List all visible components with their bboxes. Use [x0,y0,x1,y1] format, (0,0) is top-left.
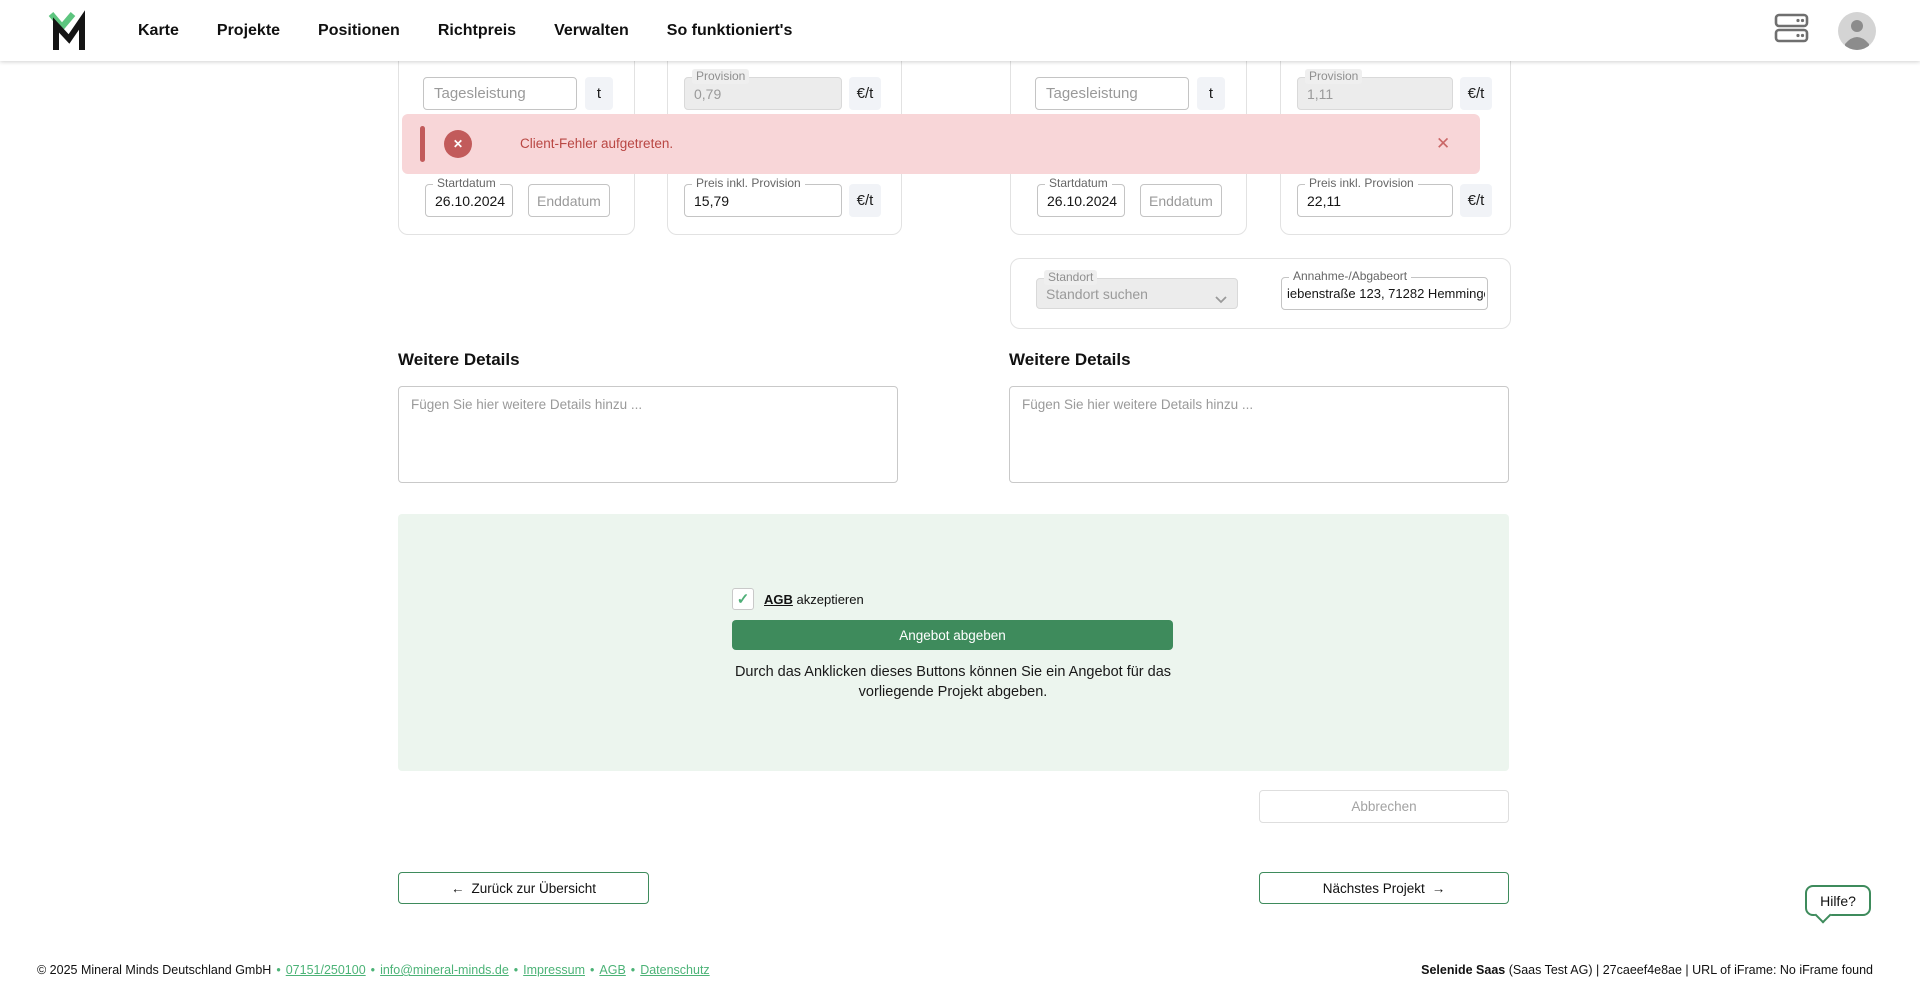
arrow-left-icon: ← [450,880,465,896]
agb-checkbox[interactable]: ✓ [732,588,754,610]
footer-link-agb[interactable]: AGB [599,963,626,977]
agb-label-rest: akzeptieren [792,592,864,607]
left-preis-value: 15,79 [694,192,730,209]
nav-item-verwalten[interactable]: Verwalten [554,21,629,39]
back-to-overview-button[interactable]: ← Zurück zur Übersicht [398,872,649,904]
right-enddatum-input[interactable] [1140,184,1222,217]
footer-left: © 2025 Mineral Minds Deutschland GmbH • 07… [37,963,710,977]
help-bubble[interactable]: Hilfe? [1805,885,1871,924]
footer-link-phone[interactable]: 07151/250100 [285,963,366,977]
right-provision-unit: €/t [1460,77,1492,110]
footer-separator: • [276,963,281,977]
right-preis-value: 22,11 [1307,192,1341,209]
error-banner: ✕ Client-Fehler aufgetreten. ✕ [402,114,1480,174]
left-details-heading: Weitere Details [398,350,520,369]
footer-copyright: © 2025 Mineral Minds Deutschland GmbH [37,963,272,977]
next-button-label: Nächstes Projekt [1322,880,1425,896]
top-navbar: Karte Projekte Positionen Richtpreis Ver… [0,0,1920,61]
next-project-button[interactable]: Nächstes Projekt → [1259,872,1509,904]
left-provision-value: 0,79 [694,85,722,102]
nav-item-karte[interactable]: Karte [138,21,179,39]
agb-label: AGB akzeptieren [764,592,864,607]
right-preis-unit: €/t [1460,184,1492,217]
nav-item-so-funktionierts[interactable]: So funktioniert's [666,21,793,39]
left-preis-field[interactable]: Preis inkl. Provision 15,79 [684,176,842,217]
left-startdatum-label: Startdatum [433,176,500,191]
server-rack-icon[interactable] [1774,13,1810,48]
cancel-button[interactable]: Abbrechen [1259,790,1509,823]
nav-item-positionen[interactable]: Positionen [318,21,400,39]
arrow-right-icon: → [1431,880,1446,896]
left-provision-label: Provision [692,69,750,84]
right-details-heading: Weitere Details [1009,350,1131,369]
standort-label: Standort [1044,270,1098,285]
right-provision-label: Provision [1305,69,1363,84]
error-accent-bar [420,126,425,162]
right-tagesleistung-input[interactable] [1035,77,1189,110]
footer-session-info: (Saas Test AG) | 27caeef4e8ae | URL of i… [1505,963,1873,977]
chevron-down-icon [1215,291,1227,309]
agb-panel: ✓ AGB akzeptieren Angebot abgeben Durch … [398,514,1509,771]
footer-app-name: Selenide Saas [1421,963,1506,977]
right-tagesleistung-unit: t [1197,77,1225,110]
abgabeort-value: iebenstraße 123, 71282 Hemmingen [1287,286,1485,301]
brand-logo-icon[interactable] [44,9,88,53]
error-message: Client-Fehler aufgetreten. [520,136,674,151]
nav-item-projekte[interactable]: Projekte [216,21,281,39]
left-startdatum-value: 26.10.2024 [435,192,506,209]
footer-separator: • [513,963,519,977]
back-button-label: Zurück zur Übersicht [471,880,597,896]
left-preis-unit: €/t [849,184,881,217]
help-label: Hilfe? [1820,892,1856,909]
submit-hint-text: Durch das Anklicken dieses Buttons könne… [734,664,1172,700]
right-details-textarea[interactable] [1009,386,1509,483]
nav-menu: Karte Projekte Positionen Richtpreis Ver… [138,22,792,40]
checkmark-icon: ✓ [736,591,750,608]
left-provision-unit: €/t [849,77,881,110]
standort-card: Standort Standort suchen Annahme-/Abgabe… [1010,258,1511,329]
right-provision-value: 1,11 [1307,85,1334,102]
nav-item-richtpreis[interactable]: Richtpreis [437,21,517,39]
footer-right: Selenide Saas (Saas Test AG) | 27caeef4e… [1421,963,1873,977]
footer-separator: • [370,963,376,977]
standort-select: Standort Standort suchen [1036,270,1238,309]
banner-close-icon[interactable]: ✕ [1436,134,1451,153]
abgabeort-label: Annahme-/Abgabeort [1289,269,1412,284]
left-tagesleistung-unit: t [585,77,613,110]
error-circle-icon: ✕ [444,130,472,158]
footer-link-datenschutz[interactable]: Datenschutz [640,963,710,977]
left-preis-label: Preis inkl. Provision [692,176,805,191]
left-startdatum-field[interactable]: Startdatum 26.10.2024 [425,176,513,217]
right-startdatum-label: Startdatum [1045,176,1112,191]
left-enddatum-input[interactable] [528,184,610,217]
right-preis-label: Preis inkl. Provision [1305,176,1418,191]
agb-terms-link[interactable]: AGB [764,592,793,607]
right-provision-field: Provision 1,11 [1297,69,1453,110]
help-bubble-tail [1814,906,1832,924]
right-startdatum-value: 26.10.2024 [1047,192,1118,209]
left-provision-field: Provision 0,79 [684,69,842,110]
standort-placeholder: Standort suchen [1046,285,1148,302]
footer-separator: • [630,963,636,977]
left-tagesleistung-input[interactable] [423,77,577,110]
user-avatar[interactable] [1838,11,1876,50]
footer-link-email[interactable]: info@mineral-minds.de [380,963,509,977]
abgabeort-field[interactable]: Annahme-/Abgabeort iebenstraße 123, 7128… [1281,269,1488,310]
footer-separator: • [590,963,595,977]
right-startdatum-field[interactable]: Startdatum 26.10.2024 [1037,176,1125,217]
left-details-textarea[interactable] [398,386,898,483]
right-preis-field[interactable]: Preis inkl. Provision 22,11 [1297,176,1453,217]
submit-offer-button[interactable]: Angebot abgeben [732,620,1173,650]
footer-link-impressum[interactable]: Impressum [523,963,585,977]
